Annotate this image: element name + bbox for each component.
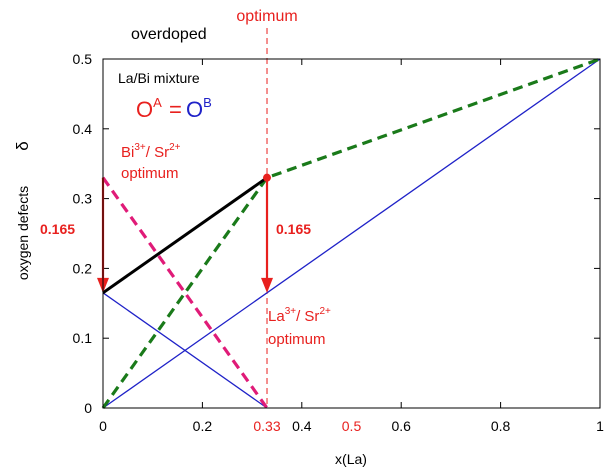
y-axis-symbol: δ [13, 141, 32, 150]
x-tick-label-highlight: 0.33 [253, 418, 280, 434]
x-tick-label: 0.6 [391, 418, 411, 434]
optimum-marker-point [263, 173, 272, 182]
ob-label: OB [186, 95, 212, 122]
series-line-4 [101, 57, 601, 409]
plot-frame [102, 58, 601, 409]
x-axis-label: x(La) [335, 451, 367, 467]
la-optimum-label: optimum [268, 331, 326, 348]
y-axis-label: oxygen defects [15, 186, 31, 280]
x-tick-label-highlight: 0.5 [342, 418, 362, 434]
y-tick-label: 0.3 [73, 191, 93, 207]
la-sr-label: La3+/ Sr2+ [268, 306, 331, 325]
x-tick-label: 0.2 [193, 418, 213, 434]
delta-mid-label: 0.165 [276, 221, 311, 237]
y-tick-label: 0.1 [73, 330, 93, 346]
oa-label: OA [136, 95, 162, 122]
x-tick-label: 0 [99, 418, 107, 434]
series-line-1 [102, 58, 601, 409]
oa-equals-ob-label: OA = OB [136, 95, 212, 122]
x-tick-label: 0.8 [491, 418, 511, 434]
y-tick-label: 0 [84, 400, 92, 416]
y-tick-label: 0.5 [73, 51, 93, 67]
x-tick-label: 1 [596, 418, 604, 434]
optimum-label-top: optimum [236, 8, 297, 25]
tick-label-layer: 0 0.2 0.4 0.6 0.8 1 0.33 0.5 0 0.1 0.2 0.3 0.4 0.5 [73, 51, 605, 434]
series-line-5 [102, 176, 268, 295]
y-tick-label: 0.4 [73, 121, 93, 137]
bi-optimum-label: optimum [121, 165, 179, 182]
overdoped-label: overdoped [131, 26, 207, 43]
series-line-2 [102, 292, 268, 409]
mixture-label: La/Bi mixture [118, 70, 200, 86]
equals-label: = [169, 97, 182, 122]
delta-left-label: 0.165 [40, 221, 75, 237]
x-tick-label: 0.4 [292, 418, 312, 434]
bi-sr-label: Bi3+/ Sr2+ [121, 142, 181, 161]
arrow-head-2 [261, 277, 274, 293]
y-tick-label: 0.2 [73, 260, 93, 276]
